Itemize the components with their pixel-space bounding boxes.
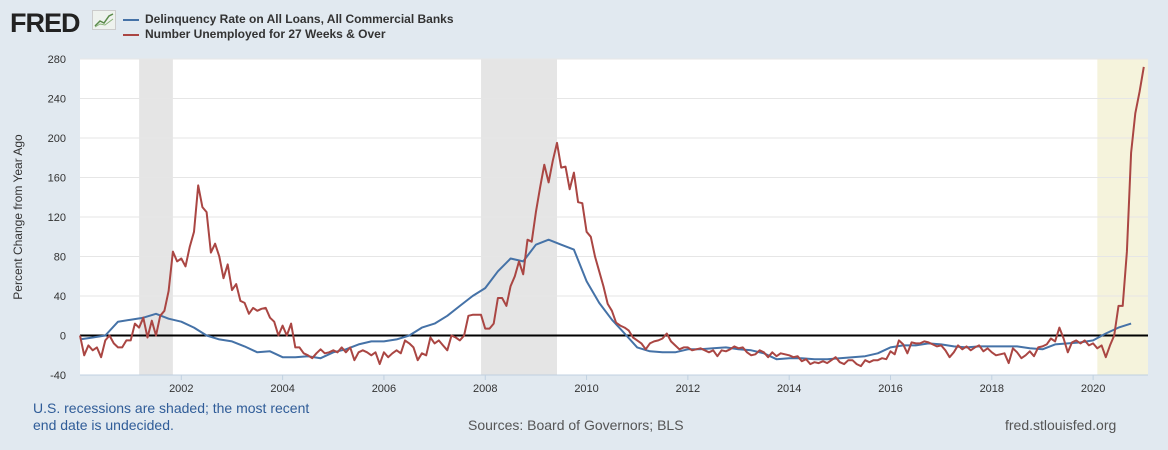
x-tick-label: 2010 xyxy=(574,383,598,395)
y-tick-label: 160 xyxy=(48,173,66,185)
x-tick-label: 2014 xyxy=(777,383,801,395)
legend-label: Number Unemployed for 27 Weeks & Over xyxy=(145,27,386,41)
x-tick-label: 2006 xyxy=(372,383,396,395)
series-line-unemployed xyxy=(79,66,1145,368)
y-tick-label: 40 xyxy=(54,291,66,303)
x-tick-label: 2020 xyxy=(1081,383,1105,395)
y-tick-label: 80 xyxy=(54,252,66,264)
x-tick-label: 2008 xyxy=(473,383,497,395)
y-tick-label: 200 xyxy=(48,133,66,145)
x-tick-label: 2016 xyxy=(878,383,902,395)
y-tick-label: -40 xyxy=(50,370,66,382)
y-tick-label: 120 xyxy=(48,212,66,224)
x-tick-label: 2018 xyxy=(980,383,1004,395)
y-tick-label: 240 xyxy=(48,94,66,106)
x-tick-label: 2004 xyxy=(270,383,294,395)
recession-note-2: end date is undecided. xyxy=(33,417,174,433)
x-tick-label: 2012 xyxy=(676,383,700,395)
x-tick-label: 2002 xyxy=(169,383,193,395)
legend-item-unemployed: Number Unemployed for 27 Weeks & Over xyxy=(123,27,386,41)
legend-swatch-red xyxy=(123,33,139,36)
series-line-delinquency xyxy=(79,238,1132,361)
recession-note-1: U.S. recessions are shaded; the most rec… xyxy=(33,400,310,416)
fred-logo[interactable]: FRED xyxy=(10,8,80,38)
fred-logo-graph-icon xyxy=(92,10,116,30)
legend-item-delinquency: Delinquency Rate on All Loans, All Comme… xyxy=(123,12,454,26)
y-tick-label: 280 xyxy=(48,54,66,66)
y-tick-label: 0 xyxy=(60,331,66,343)
legend-label: Delinquency Rate on All Loans, All Comme… xyxy=(145,12,454,26)
sources-note: Sources: Board of Governors; BLS xyxy=(468,417,684,433)
site-link[interactable]: fred.stlouisfed.org xyxy=(1005,417,1117,433)
y-axis-label: Percent Change from Year Ago xyxy=(11,134,25,300)
legend-swatch-blue xyxy=(123,18,139,21)
